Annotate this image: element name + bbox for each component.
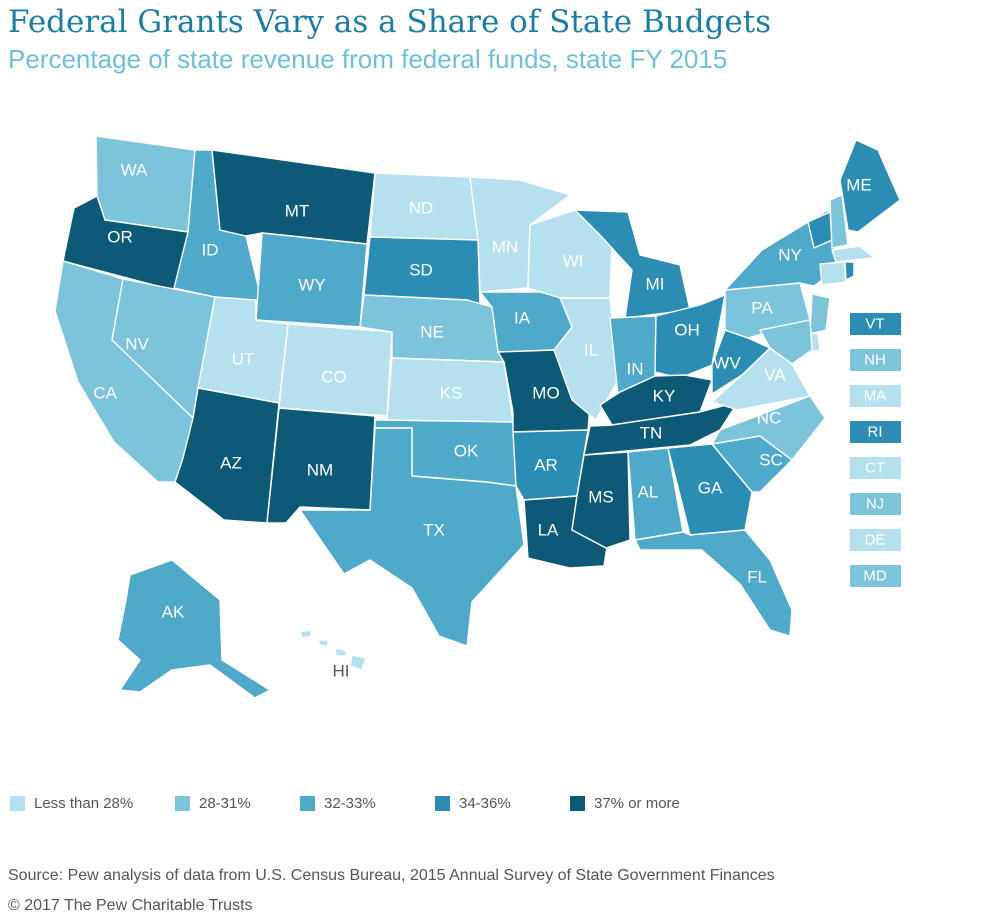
state-label-TN: TN xyxy=(640,424,663,443)
state-label-MN: MN xyxy=(492,238,518,257)
legend-label: Less than 28% xyxy=(34,794,134,812)
side-box-label-MA: MA xyxy=(864,388,887,405)
state-label-MT: MT xyxy=(285,202,310,221)
legend-item: 34-36% xyxy=(435,795,570,812)
source-note: Source: Pew analysis of data from U.S. C… xyxy=(8,867,775,884)
legend-item: 37% or more xyxy=(570,795,740,812)
copyright-note: © 2017 The Pew Charitable Trusts xyxy=(8,897,253,914)
legend-label: 34-36% xyxy=(459,794,511,812)
state-label-ND: ND xyxy=(409,199,434,218)
state-label-UT: UT xyxy=(232,350,255,369)
legend-swatch xyxy=(570,795,585,811)
side-box-RI[interactable] xyxy=(850,421,901,443)
state-label-AZ: AZ xyxy=(220,454,242,473)
state-label-WV: WV xyxy=(713,354,741,373)
state-label-WI: WI xyxy=(563,252,584,271)
side-box-DE[interactable] xyxy=(850,529,901,551)
state-label-IL: IL xyxy=(584,341,598,360)
side-box-NJ[interactable] xyxy=(850,493,901,515)
legend-item: 28-31% xyxy=(175,795,300,812)
state-label-SC: SC xyxy=(759,451,783,470)
legend-swatch xyxy=(435,795,450,811)
map-title: Federal Grants Vary as a Share of State … xyxy=(8,4,772,40)
state-label-ME: ME xyxy=(846,176,872,195)
state-label-HI: HI xyxy=(333,662,350,681)
state-label-IN: IN xyxy=(627,360,644,379)
legend-item: 32-33% xyxy=(300,795,435,812)
state-label-AL: AL xyxy=(638,483,659,502)
legend-swatch xyxy=(10,795,25,811)
state-label-NE: NE xyxy=(420,323,444,342)
state-GA[interactable] xyxy=(667,443,753,536)
state-NM[interactable] xyxy=(266,407,376,524)
side-box-CT[interactable] xyxy=(850,457,901,479)
state-ME[interactable] xyxy=(839,139,901,233)
state-label-ID: ID xyxy=(202,241,219,260)
state-AK[interactable] xyxy=(117,559,271,699)
side-box-VT[interactable] xyxy=(850,313,901,335)
legend-swatch xyxy=(300,795,315,811)
legend-label: 37% or more xyxy=(594,794,680,812)
state-HI[interactable] xyxy=(299,629,367,671)
state-label-WY: WY xyxy=(298,276,325,295)
side-box-label-CT: CT xyxy=(865,460,885,477)
state-label-TX: TX xyxy=(423,521,445,540)
side-box-label-RI: RI xyxy=(868,424,883,441)
side-box-NH[interactable] xyxy=(850,349,901,371)
state-label-AK: AK xyxy=(162,603,185,622)
state-label-AR: AR xyxy=(534,456,558,475)
legend-label: 32-33% xyxy=(324,794,376,812)
state-label-NC: NC xyxy=(757,409,782,428)
state-label-SD: SD xyxy=(409,261,433,280)
state-IL[interactable] xyxy=(553,297,619,421)
state-RI[interactable] xyxy=(844,261,855,281)
state-NH[interactable] xyxy=(829,194,849,249)
state-label-VA: VA xyxy=(764,366,786,385)
state-label-MO: MO xyxy=(532,384,559,403)
state-label-NV: NV xyxy=(125,335,149,354)
legend-item: Less than 28% xyxy=(10,795,175,812)
state-CT[interactable] xyxy=(819,261,847,286)
state-MD[interactable] xyxy=(759,319,813,365)
us-choropleth-map: WA OR CA NV ID MT WY UT CO AZ NM ND SD NE KS OK TX MN IA MO… xyxy=(54,135,901,699)
side-box-label-VT: VT xyxy=(865,316,884,333)
map-subtitle: Percentage of state revenue from federal… xyxy=(8,44,728,74)
state-label-CO: CO xyxy=(321,368,347,387)
state-MT[interactable] xyxy=(211,149,376,245)
state-label-CA: CA xyxy=(93,384,117,403)
state-label-GA: GA xyxy=(698,479,723,498)
state-WA[interactable] xyxy=(95,135,196,233)
state-NJ[interactable] xyxy=(809,293,831,335)
state-label-WA: WA xyxy=(121,161,148,180)
state-label-NM: NM xyxy=(307,461,333,480)
side-box-MA[interactable] xyxy=(850,385,901,407)
state-label-FL: FL xyxy=(747,568,767,587)
state-label-MI: MI xyxy=(646,275,665,294)
state-label-KY: KY xyxy=(653,387,676,406)
side-box-label-NJ: NJ xyxy=(866,496,884,513)
state-MA[interactable] xyxy=(831,245,875,263)
side-box-label-NH: NH xyxy=(864,352,886,369)
state-FL[interactable] xyxy=(634,529,793,637)
state-TX[interactable] xyxy=(299,427,525,647)
state-label-PA: PA xyxy=(751,299,773,318)
side-box-MD[interactable] xyxy=(850,565,901,587)
state-label-OR: OR xyxy=(107,228,133,247)
legend-label: 28-31% xyxy=(199,794,251,812)
state-label-NY: NY xyxy=(778,246,802,265)
state-label-OH: OH xyxy=(674,321,700,340)
state-label-IA: IA xyxy=(514,309,531,328)
side-box-label-MD: MD xyxy=(863,568,886,585)
state-label-OK: OK xyxy=(454,442,479,461)
legend-swatch xyxy=(175,795,190,811)
state-label-MS: MS xyxy=(588,488,614,507)
legend: Less than 28% 28-31% 32-33% 34-36% 37% o… xyxy=(10,792,740,814)
state-label-LA: LA xyxy=(538,521,559,540)
side-box-label-DE: DE xyxy=(865,532,886,549)
state-label-KS: KS xyxy=(440,384,463,403)
